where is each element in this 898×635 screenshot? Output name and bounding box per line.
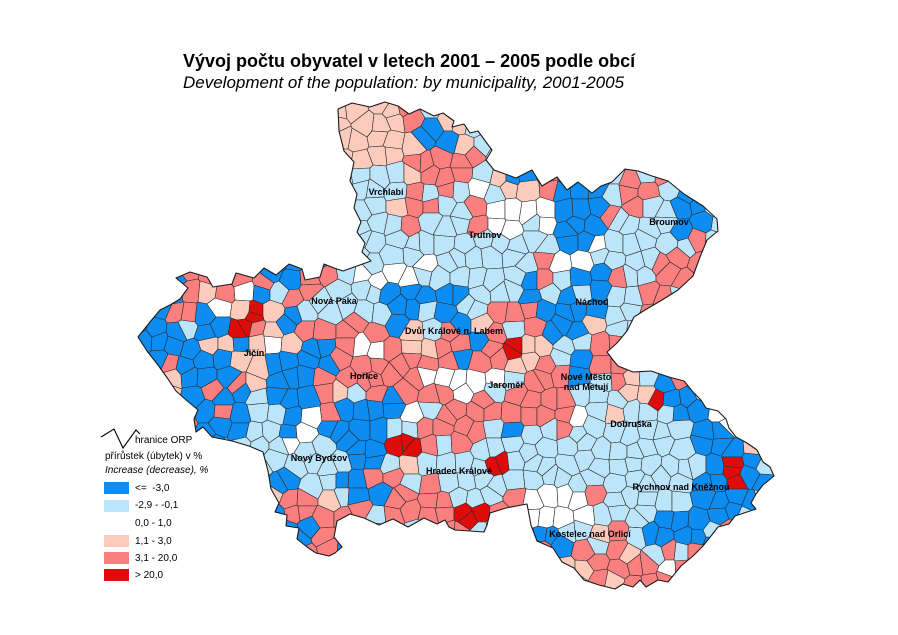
- svg-text:Dvůr Králové n. Labem: Dvůr Králové n. Labem: [405, 326, 503, 336]
- svg-text:Nový Bydžov: Nový Bydžov: [291, 453, 348, 463]
- svg-text:Hořice: Hořice: [350, 371, 378, 381]
- svg-text:Náchod: Náchod: [575, 297, 608, 307]
- svg-text:Hradec Králové: Hradec Králové: [426, 466, 492, 476]
- svg-text:nad Metují: nad Metují: [564, 382, 609, 392]
- svg-text:Broumov: Broumov: [649, 217, 689, 227]
- svg-text:Dobruška: Dobruška: [610, 419, 653, 429]
- svg-text:Kostelec nad Orlicí: Kostelec nad Orlicí: [549, 529, 631, 539]
- svg-text:Jičín: Jičín: [244, 348, 265, 358]
- svg-text:Jaroměř: Jaroměř: [488, 380, 524, 390]
- svg-text:Trutnov: Trutnov: [469, 230, 502, 240]
- svg-text:Nová Paka: Nová Paka: [311, 296, 358, 306]
- svg-text:Nové Město: Nové Město: [561, 372, 612, 382]
- svg-text:Vrchlabí: Vrchlabí: [368, 187, 404, 197]
- svg-text:Rychnov nad Kněžnou: Rychnov nad Kněžnou: [632, 482, 729, 492]
